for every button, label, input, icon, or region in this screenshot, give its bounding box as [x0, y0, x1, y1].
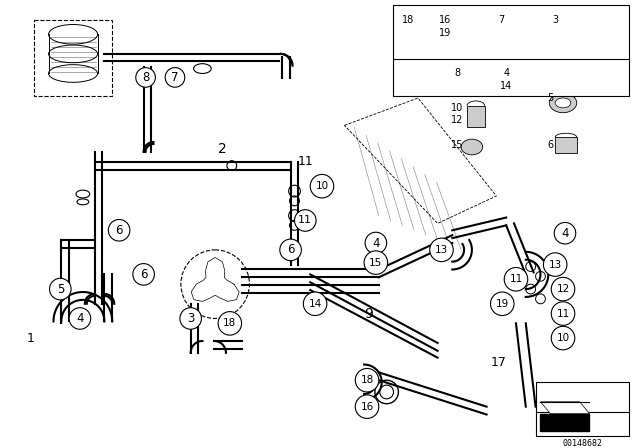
Text: 18: 18: [402, 15, 414, 25]
Text: 2: 2: [218, 142, 227, 156]
Text: 00148682: 00148682: [562, 439, 602, 448]
Polygon shape: [540, 402, 589, 414]
Text: 11: 11: [509, 274, 523, 284]
Circle shape: [280, 239, 301, 261]
Circle shape: [551, 302, 575, 325]
Circle shape: [554, 223, 576, 244]
Text: 15: 15: [369, 258, 383, 267]
Text: 13: 13: [435, 245, 448, 255]
Text: 4: 4: [76, 312, 84, 325]
Circle shape: [355, 368, 379, 392]
Circle shape: [355, 395, 379, 418]
Bar: [418, 12, 428, 30]
Bar: [34, 20, 112, 96]
Text: 19: 19: [439, 28, 452, 39]
Bar: [521, 67, 529, 86]
Text: 10: 10: [316, 181, 328, 191]
Text: 11: 11: [298, 155, 313, 168]
Ellipse shape: [555, 98, 571, 108]
Circle shape: [136, 68, 156, 87]
Circle shape: [218, 312, 242, 335]
Text: 14: 14: [500, 81, 512, 91]
Ellipse shape: [549, 93, 577, 113]
Text: 8: 8: [454, 69, 460, 78]
Text: 16: 16: [439, 15, 452, 25]
Text: 1: 1: [27, 332, 35, 345]
Text: 6: 6: [115, 224, 123, 237]
Ellipse shape: [461, 67, 492, 94]
Text: 12: 12: [451, 115, 463, 125]
Text: 4: 4: [503, 69, 509, 78]
Text: 11: 11: [298, 215, 312, 225]
Circle shape: [294, 210, 316, 231]
Ellipse shape: [488, 13, 525, 40]
Text: 4: 4: [561, 227, 569, 240]
Text: 5: 5: [56, 283, 64, 296]
Text: 15: 15: [451, 140, 463, 150]
Circle shape: [551, 277, 575, 301]
Ellipse shape: [461, 139, 483, 155]
Text: 9: 9: [365, 306, 373, 321]
Circle shape: [504, 267, 528, 291]
Circle shape: [69, 308, 91, 329]
Bar: [555, 137, 577, 153]
Circle shape: [364, 251, 388, 274]
Circle shape: [49, 278, 71, 300]
Bar: [518, 67, 532, 72]
Bar: [536, 382, 628, 436]
Text: 10: 10: [556, 333, 570, 343]
Bar: [394, 5, 628, 95]
Circle shape: [490, 292, 514, 315]
Text: 11: 11: [556, 309, 570, 319]
Ellipse shape: [552, 19, 568, 30]
Circle shape: [551, 326, 575, 350]
Text: 18: 18: [360, 375, 374, 385]
Text: 10: 10: [451, 103, 463, 113]
Bar: [416, 12, 429, 17]
Text: 12: 12: [556, 284, 570, 294]
Text: 3: 3: [552, 15, 558, 25]
Text: 7: 7: [172, 71, 179, 84]
Circle shape: [303, 292, 327, 315]
Polygon shape: [540, 414, 589, 431]
Text: 6: 6: [547, 140, 554, 150]
Text: 13: 13: [548, 259, 562, 270]
Text: 18: 18: [223, 319, 236, 328]
Text: 3: 3: [187, 312, 195, 325]
Circle shape: [165, 68, 185, 87]
Circle shape: [543, 253, 567, 276]
Text: 4: 4: [372, 237, 380, 250]
Circle shape: [429, 238, 453, 262]
Text: 5: 5: [547, 93, 554, 103]
Circle shape: [133, 263, 154, 285]
Text: 6: 6: [140, 268, 147, 281]
Text: 19: 19: [495, 299, 509, 309]
Ellipse shape: [468, 73, 486, 87]
Ellipse shape: [547, 14, 574, 35]
Circle shape: [462, 19, 472, 28]
Circle shape: [365, 232, 387, 254]
Text: 14: 14: [308, 299, 322, 309]
Circle shape: [310, 174, 333, 198]
Circle shape: [108, 220, 130, 241]
Text: 6: 6: [287, 243, 294, 256]
Text: 16: 16: [360, 402, 374, 412]
Text: 8: 8: [142, 71, 149, 84]
Ellipse shape: [495, 19, 518, 34]
Text: 7: 7: [498, 15, 504, 25]
Circle shape: [180, 308, 202, 329]
Text: 17: 17: [490, 356, 506, 369]
Bar: [467, 106, 484, 127]
